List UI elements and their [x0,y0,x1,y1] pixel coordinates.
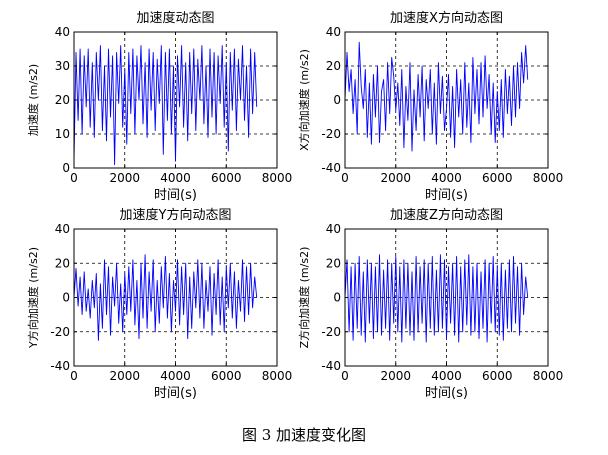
y-tick-label: 40 [55,222,70,236]
y-tick-label: 0 [333,291,341,305]
y-tick-label: -20 [321,325,341,339]
x-tick-label: 4000 [160,171,191,185]
x-axis-label: 时间(s) [154,188,197,203]
chart-panel-2: 0 2000 4000 6000 8000 -40 -20 0 20 40 加速度X方向动态图时间(… [297,10,563,203]
x-axis-label: 时间(s) [425,188,468,203]
y-tick-label: 0 [62,291,70,305]
y-tick-label: 40 [326,222,341,236]
x-tick-label: 8000 [262,171,293,185]
chart-panel-3: 0 2000 4000 6000 8000 -40 -20 0 20 40 加速度Y方向动态图时间(… [26,207,292,401]
y-axis-label: X方向加速度 (m/s2) [297,49,311,151]
x-axis-label: 时间(s) [425,386,468,401]
y-tick-label: 0 [62,161,70,175]
x-tick-label: 4000 [431,369,462,383]
x-tick-label: 0 [341,171,349,185]
x-tick-label: 6000 [482,171,513,185]
y-axis-label: Z方向加速度 (m/s2) [297,247,311,349]
y-tick-label: -40 [321,161,341,175]
chart-title: 加速度Z方向动态图 [390,207,503,223]
figure-caption: 图 3 加速度变化图 [241,426,367,444]
y-tick-label: 40 [326,25,341,39]
x-tick-label: 4000 [160,369,191,383]
x-tick-label: 2000 [380,369,411,383]
y-axis-label: Y方向加速度 (m/s2) [26,247,40,349]
x-tick-label: 4000 [431,171,462,185]
x-tick-label: 8000 [262,369,293,383]
series-line-1 [73,254,258,341]
chart-title: 加速度Y方向动态图 [120,207,232,223]
x-tick-label: 2000 [380,171,411,185]
y-tick-label: -20 [321,127,341,141]
y-tick-label: 0 [333,93,341,107]
x-axis-label: 时间(s) [154,386,197,401]
x-tick-label: 0 [341,369,349,383]
y-axis-label: 加速度 (m/s2) [26,64,40,136]
y-tick-label: 10 [55,127,70,141]
x-tick-label: 2000 [109,171,140,185]
y-tick-label: 20 [55,93,70,107]
x-tick-label: 6000 [211,369,242,383]
y-tick-label: 20 [326,256,341,270]
x-tick-label: 8000 [533,171,564,185]
y-tick-label: -40 [321,359,341,373]
x-tick-label: 0 [70,171,78,185]
y-tick-label: 20 [55,256,70,270]
x-tick-label: 8000 [533,369,564,383]
y-tick-label: -20 [50,325,70,339]
series-line-1 [344,254,529,343]
y-tick-label: -40 [50,359,70,373]
x-tick-label: 6000 [211,171,242,185]
x-tick-label: 2000 [109,369,140,383]
x-tick-label: 6000 [482,369,513,383]
y-tick-label: 30 [55,59,70,73]
chart-panel-4: 0 2000 4000 6000 8000 -40 -20 0 20 40 加速度Z方向动态图时间(… [297,207,563,401]
series-line-1 [344,41,529,152]
x-tick-label: 0 [70,369,78,383]
chart-title: 加速度动态图 [136,10,214,26]
chart-title: 加速度X方向动态图 [390,10,503,26]
y-tick-label: 40 [55,25,70,39]
series-line-1 [73,45,258,166]
y-tick-label: 20 [326,59,341,73]
